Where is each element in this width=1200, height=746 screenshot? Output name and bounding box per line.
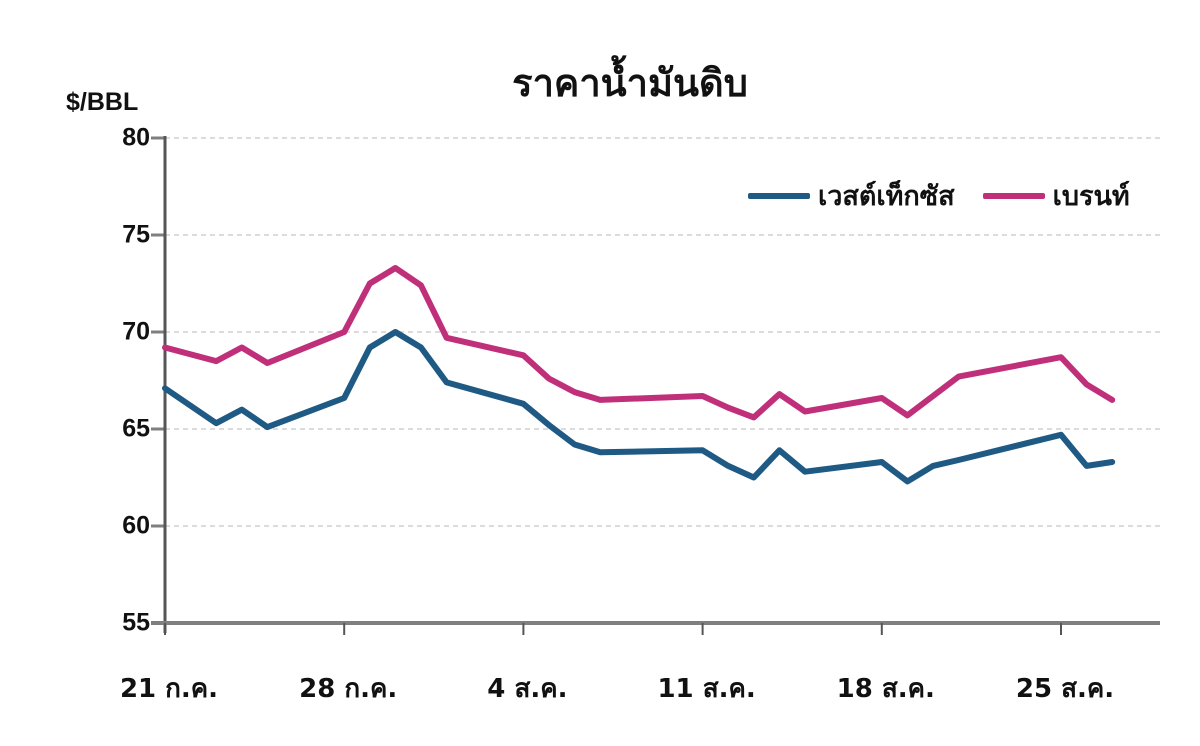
chart-legend: เวสต์เท็กซัส เบรนท์ (748, 174, 1148, 217)
y-axis-unit-label: $/BBL (66, 88, 139, 116)
legend-swatch-wti (748, 192, 810, 199)
legend-label-wti: เวสต์เท็กซัส (818, 181, 955, 212)
x-tick-label: 18 ส.ค. (836, 674, 935, 704)
y-tick-label: 65 (122, 414, 150, 443)
legend-item-wti: เวสต์เท็กซัส (748, 174, 955, 217)
x-tick-label: 28 ก.ค. (299, 674, 398, 704)
series-line-wti (162, 329, 1116, 485)
x-tick-label: 21 ก.ค. (119, 674, 219, 704)
y-tick-label: 75 (122, 220, 150, 249)
legend-label-brent: เบรนท์ (1052, 181, 1130, 212)
legend-item-brent: เบรนท์ (982, 174, 1130, 217)
chart-title: ราคาน้ำมันดิบ (512, 61, 748, 105)
x-tick-label: 11 ส.ค. (657, 674, 756, 704)
y-tick-label: 70 (122, 317, 150, 346)
x-tick-label: 25 ส.ค. (1015, 674, 1115, 704)
x-tick-label: 4 ส.ค. (487, 674, 568, 704)
series-line-brent (162, 265, 1116, 421)
y-tick-label: 55 (122, 608, 150, 637)
legend-swatch-brent (982, 192, 1045, 199)
y-tick-label: 80 (122, 123, 150, 152)
y-tick-label: 60 (122, 511, 150, 540)
